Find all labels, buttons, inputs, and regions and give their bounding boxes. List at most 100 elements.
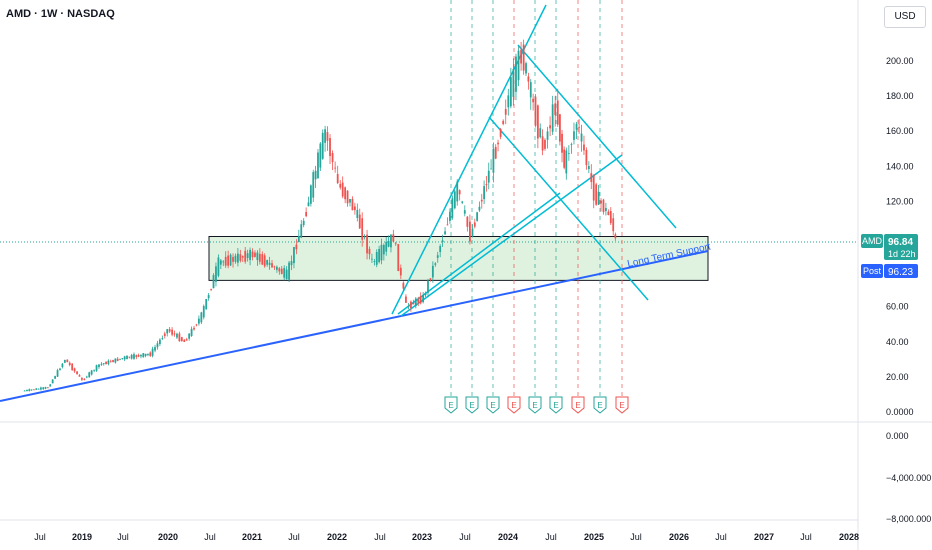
candle-body: [178, 333, 181, 342]
candle-body: [522, 44, 525, 71]
candle-body: [176, 333, 178, 338]
countdown-label: 1d 22h: [888, 249, 916, 259]
candle-body: [385, 241, 388, 252]
candle-body: [224, 256, 227, 266]
candle-body: [51, 379, 54, 384]
candle-body: [607, 211, 610, 215]
earnings-badge-label: E: [532, 401, 537, 410]
candle-body: [346, 190, 349, 204]
candle-body: [463, 210, 466, 214]
earnings-badge: [571, 396, 585, 414]
post-tag: [861, 264, 883, 278]
candle-body: [112, 360, 114, 363]
candle-body: [68, 362, 71, 366]
candle-body: [116, 358, 119, 361]
candle-body: [275, 266, 278, 270]
candle-body: [600, 200, 602, 204]
candle-body: [109, 361, 112, 363]
earnings-badge-label: E: [553, 401, 558, 410]
candle-body: [56, 370, 59, 377]
candle-body: [341, 182, 344, 197]
candle-body: [33, 389, 35, 391]
candle-body: [556, 100, 559, 125]
candle-body: [344, 187, 347, 200]
candle-body: [397, 244, 400, 272]
candle-body: [35, 388, 38, 390]
candle-body: [592, 174, 595, 201]
currency-button[interactable]: USD: [884, 6, 926, 28]
candle-body: [95, 365, 98, 371]
candle-body: [147, 354, 149, 356]
candle-body: [431, 265, 434, 278]
candle-body: [414, 298, 417, 307]
candle-body: [66, 359, 69, 363]
candle-body: [78, 375, 81, 377]
candle-body: [81, 378, 83, 380]
candle-body: [217, 257, 220, 276]
candle-body: [329, 138, 331, 156]
candle-body: [198, 318, 200, 324]
trend-line: [517, 44, 677, 229]
candle-body: [180, 337, 183, 342]
candle-body: [219, 260, 222, 265]
candle-body: [314, 170, 317, 180]
candle-body: [76, 371, 78, 375]
candle-body: [244, 250, 247, 262]
candle-body: [590, 173, 593, 183]
candle-body: [293, 246, 295, 264]
time-tick-label: Jul: [545, 532, 557, 542]
candle-body: [458, 190, 461, 195]
candle-body: [392, 234, 395, 242]
price-tick-label: 40.00: [886, 337, 909, 347]
candle-body: [380, 244, 383, 261]
candle-body: [26, 389, 28, 392]
price-tick-label: 180.00: [886, 91, 914, 101]
candle-body: [614, 234, 617, 239]
candle-body: [23, 390, 26, 392]
earnings-badge-label: E: [619, 401, 624, 410]
candle-body: [358, 214, 361, 229]
candle-body: [375, 252, 378, 265]
price-tick-label: 140.00: [886, 161, 914, 171]
candle-body: [434, 263, 437, 265]
post-tag-label: Post: [863, 266, 882, 276]
time-tick-label: Jul: [374, 532, 386, 542]
price-tick-label: 200.00: [886, 56, 914, 66]
candle-body: [417, 299, 420, 303]
candle-body: [546, 131, 549, 140]
candle-body: [507, 95, 510, 108]
earnings-badge: [486, 396, 500, 414]
candle-body: [366, 234, 368, 254]
candle-body: [563, 149, 566, 168]
candle-body: [154, 347, 156, 351]
candle-body: [520, 49, 522, 64]
candle-body: [331, 152, 334, 163]
candle-body: [476, 212, 479, 221]
candle-body: [602, 199, 605, 212]
candle-body: [536, 105, 539, 139]
candle-body: [605, 207, 607, 212]
candle-body: [407, 305, 410, 307]
candle-body: [561, 133, 563, 153]
candle-body: [266, 259, 269, 265]
candle-body: [363, 236, 366, 238]
candle-body: [399, 267, 402, 276]
candle-body: [93, 369, 96, 371]
candle-body: [466, 216, 469, 227]
candle-body: [453, 191, 456, 209]
candle-body: [166, 329, 169, 334]
candle-body: [412, 302, 415, 305]
candle-body: [373, 260, 376, 262]
candle-body: [215, 266, 217, 282]
candle-body: [429, 278, 432, 281]
earnings-badge-label: E: [575, 401, 580, 410]
candle-body: [567, 152, 570, 154]
earnings-badge-label: E: [511, 401, 516, 410]
candle-body: [469, 221, 471, 242]
candle-body: [573, 131, 575, 140]
candle-body: [439, 246, 442, 253]
long-term-support-line: [0, 250, 709, 402]
candle-body: [144, 353, 147, 356]
